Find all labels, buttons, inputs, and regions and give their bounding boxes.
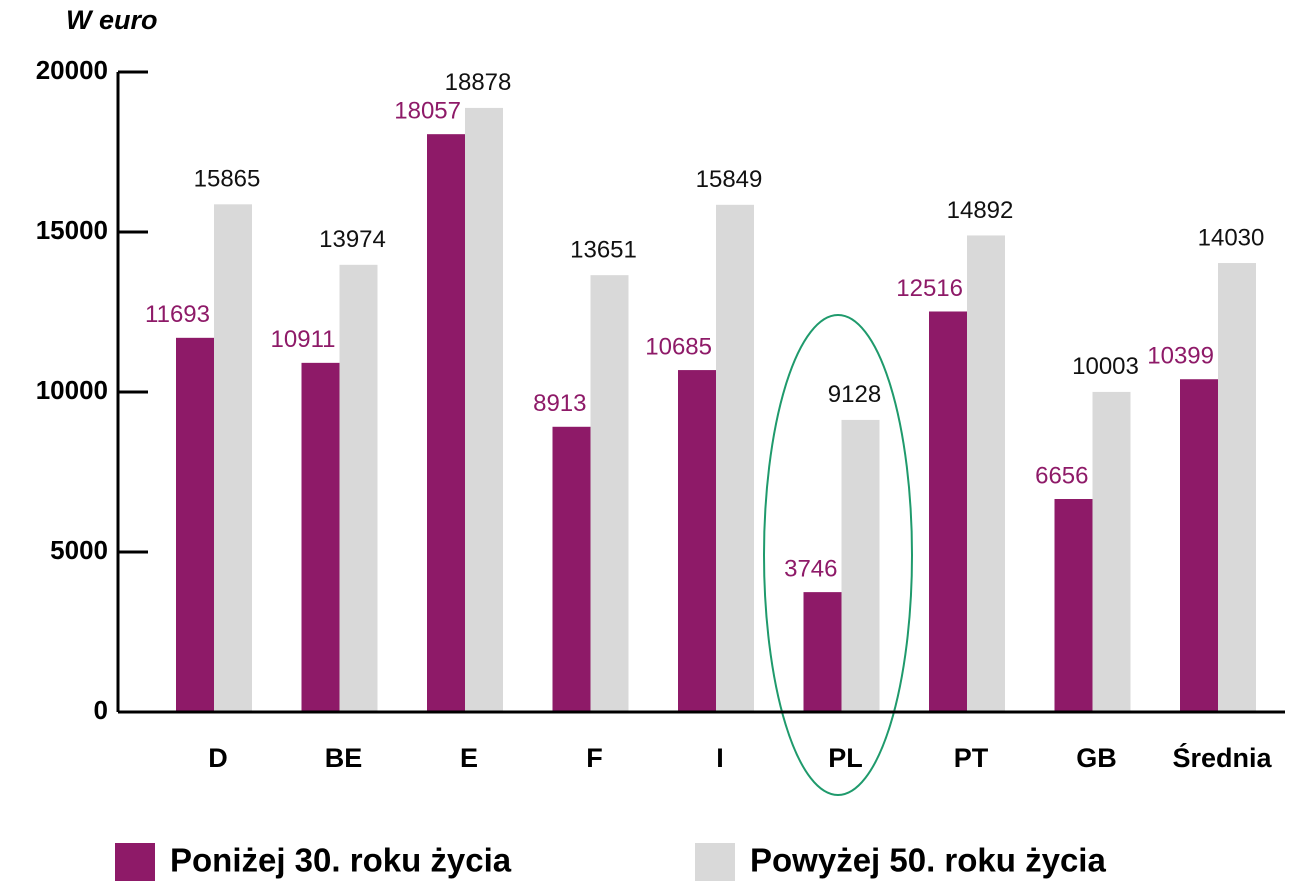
x-tick-label: GB bbox=[1076, 743, 1117, 773]
legend-swatch bbox=[115, 843, 155, 881]
x-tick-label: F bbox=[586, 743, 603, 773]
y-tick-label: 0 bbox=[94, 695, 108, 725]
bar bbox=[1092, 391, 1131, 712]
legend-label: Powyżej 50. roku życia bbox=[750, 842, 1106, 879]
value-label: 8913 bbox=[533, 390, 586, 417]
value-label: 11693 bbox=[145, 301, 210, 328]
bar bbox=[465, 107, 503, 713]
bar bbox=[716, 204, 754, 712]
x-tick-label: D bbox=[208, 743, 228, 773]
x-tick-label: PT bbox=[954, 743, 989, 773]
bar bbox=[301, 362, 340, 712]
y-tick-label: 15000 bbox=[36, 215, 108, 245]
bar bbox=[803, 592, 842, 712]
value-label: 18878 bbox=[445, 69, 512, 96]
value-label: 10003 bbox=[1072, 353, 1139, 380]
value-label: 9128 bbox=[828, 381, 881, 408]
x-tick-label: I bbox=[716, 743, 724, 773]
x-tick-label: Średnia bbox=[1172, 742, 1272, 773]
bar bbox=[929, 311, 967, 712]
value-label: 13651 bbox=[570, 237, 637, 264]
value-label: 10685 bbox=[645, 333, 712, 360]
value-label: 15865 bbox=[194, 166, 261, 193]
value-label: 10399 bbox=[1147, 343, 1214, 370]
bar bbox=[1218, 263, 1256, 712]
legend-label: Poniżej 30. roku życia bbox=[170, 842, 512, 879]
y-tick-label: 20000 bbox=[36, 55, 108, 85]
y-tick-label: 5000 bbox=[50, 535, 108, 565]
value-label: 18057 bbox=[394, 98, 461, 125]
x-tick-label: E bbox=[460, 743, 478, 773]
x-tick-label: BE bbox=[325, 743, 363, 773]
bar bbox=[214, 204, 252, 712]
value-label: 14892 bbox=[947, 197, 1014, 224]
bar bbox=[678, 370, 716, 712]
bar bbox=[967, 235, 1005, 712]
value-label: 3746 bbox=[784, 555, 837, 582]
value-label: 15849 bbox=[696, 166, 763, 193]
bar bbox=[176, 337, 214, 712]
bar bbox=[1054, 499, 1093, 712]
bar bbox=[590, 275, 629, 712]
bar bbox=[841, 419, 880, 712]
value-label: 6656 bbox=[1035, 462, 1088, 489]
value-label: 13974 bbox=[319, 226, 386, 253]
y-tick-label: 10000 bbox=[36, 375, 108, 405]
value-label: 10911 bbox=[271, 326, 336, 353]
value-label: 12516 bbox=[896, 275, 963, 302]
highlight-ellipse bbox=[763, 314, 913, 796]
legend-swatch bbox=[695, 843, 735, 881]
y-axis-label: W euro bbox=[66, 5, 158, 35]
bar bbox=[1180, 379, 1218, 712]
bar bbox=[339, 264, 378, 712]
x-tick-label: PL bbox=[828, 743, 863, 773]
value-label: 14030 bbox=[1198, 224, 1265, 251]
bar bbox=[427, 134, 465, 712]
bar bbox=[552, 426, 591, 712]
